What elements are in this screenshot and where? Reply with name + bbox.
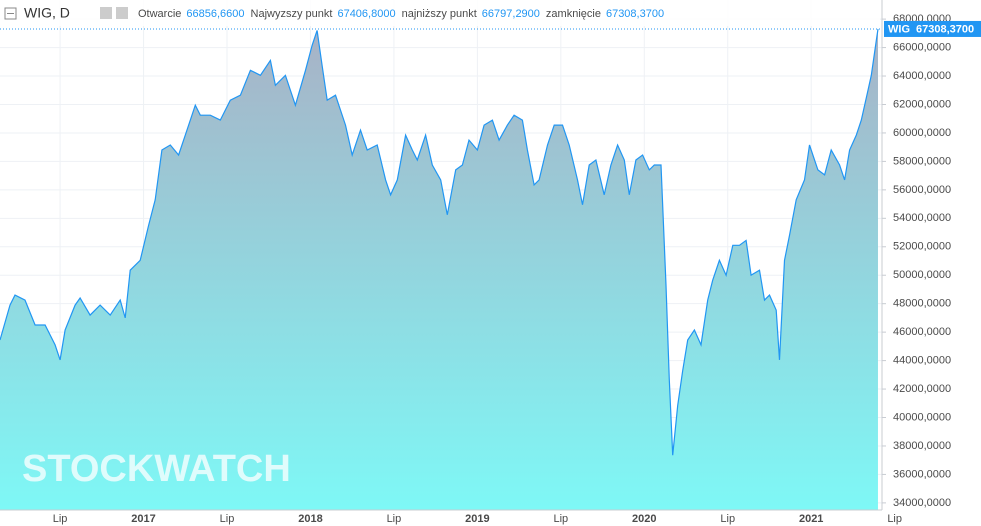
symbol: WIG, D [24,5,70,21]
last-price-label: 67308,3700 [916,23,974,35]
last-price-name: WIG [888,23,910,35]
x-tick-label: 2019 [465,513,489,525]
y-tick-label: 58000,0000 [893,155,951,167]
x-tick-label: 2021 [799,513,823,525]
x-tick-label: Lip [53,513,68,525]
close-icon[interactable] [116,7,128,19]
y-tick-label: 54000,0000 [893,212,951,224]
y-tick-label: 60000,0000 [893,127,951,139]
ohlc-value: 67406,8000 [337,8,395,20]
y-tick-label: 40000,0000 [893,411,951,423]
y-tick-label: 50000,0000 [893,269,951,281]
collapse-icon[interactable] [4,7,17,20]
header-bg [0,0,880,26]
last-price-tag [884,20,981,37]
x-tick-label: Lip [220,513,235,525]
ohlc-label: Otwarcie [138,8,181,20]
y-tick-label: 56000,0000 [893,184,951,196]
y-tick-label: 36000,0000 [893,468,951,480]
x-tick-label: Lip [887,513,902,525]
y-tick-label: 42000,0000 [893,383,951,395]
y-tick-label: 44000,0000 [893,355,951,367]
y-tick-label: 38000,0000 [893,440,951,452]
x-tick-label: Lip [387,513,402,525]
y-tick-label: 66000,0000 [893,41,951,53]
y-tick-label: 48000,0000 [893,298,951,310]
ohlc-label: Najwyzszy punkt [251,8,333,20]
x-tick-label: 2020 [632,513,656,525]
price-line [0,28,879,456]
ohlc-label: najniższy punkt [402,8,477,20]
y-tick-label: 52000,0000 [893,241,951,253]
ohlc-value: 66797,2900 [482,8,540,20]
y-tick-label: 46000,0000 [893,326,951,338]
x-tick-label: 2017 [131,513,155,525]
ohlc-label: zamknięcie [546,8,601,20]
area-fill [0,29,878,510]
ohlc-value: 66856,6600 [186,8,244,20]
settings-icon[interactable] [100,7,112,19]
ohlc-value: 67308,3700 [606,8,664,20]
x-tick-label: Lip [720,513,735,525]
time-axis-panel [0,510,981,526]
y-tick-label: 64000,0000 [893,70,951,82]
price-axis-panel [882,0,981,526]
x-tick-label: 2018 [298,513,322,525]
watermark: STOCKWATCH [22,448,291,490]
y-tick-label: 62000,0000 [893,98,951,110]
y-tick-label: 34000,0000 [893,497,951,509]
x-tick-label: Lip [553,513,568,525]
